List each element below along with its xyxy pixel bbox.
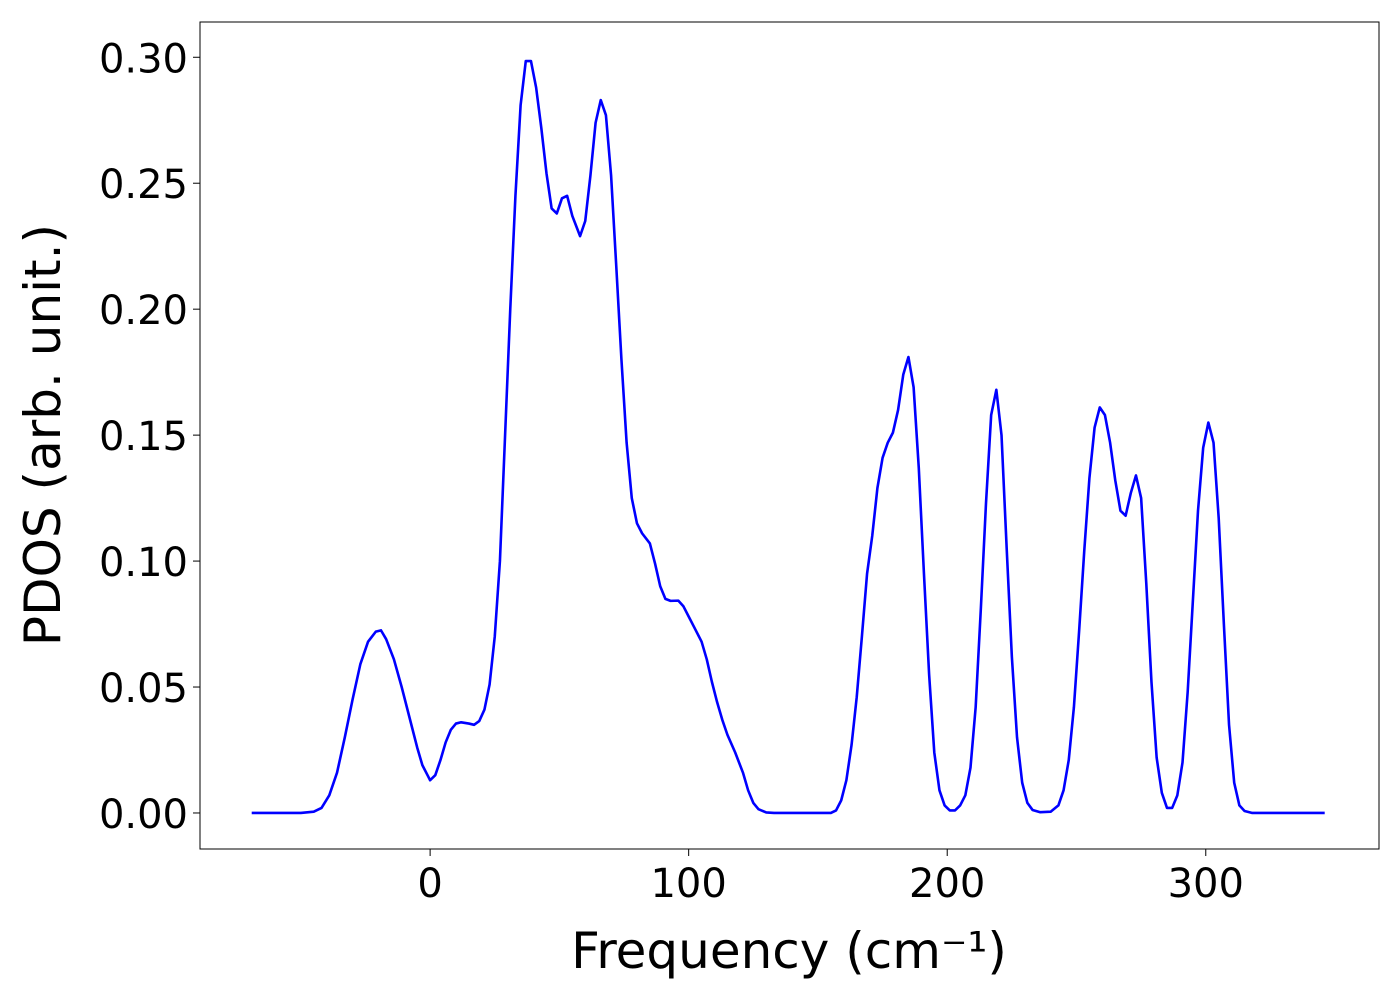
x-axis-label: Frequency (cm⁻¹) (571, 922, 1007, 980)
x-tick-label: 100 (650, 861, 726, 907)
x-tick-label: 300 (1168, 861, 1244, 907)
y-tick-label: 0.10 (99, 540, 188, 586)
x-tick-label: 0 (417, 861, 442, 907)
line (251, 59, 1325, 815)
y-axis-label: PDOS (arb. unit.) (14, 224, 72, 646)
x-tick-label: 200 (909, 861, 985, 907)
y-tick-label: 0.05 (99, 666, 188, 712)
y-tick-label: 0.00 (99, 792, 188, 838)
y-tick-label: 0.15 (99, 414, 188, 460)
plot-frame (199, 21, 1380, 850)
y-tick-label: 0.20 (99, 288, 188, 334)
y-tick-label: 0.25 (99, 162, 188, 208)
y-tick-label: 0.30 (99, 36, 188, 82)
